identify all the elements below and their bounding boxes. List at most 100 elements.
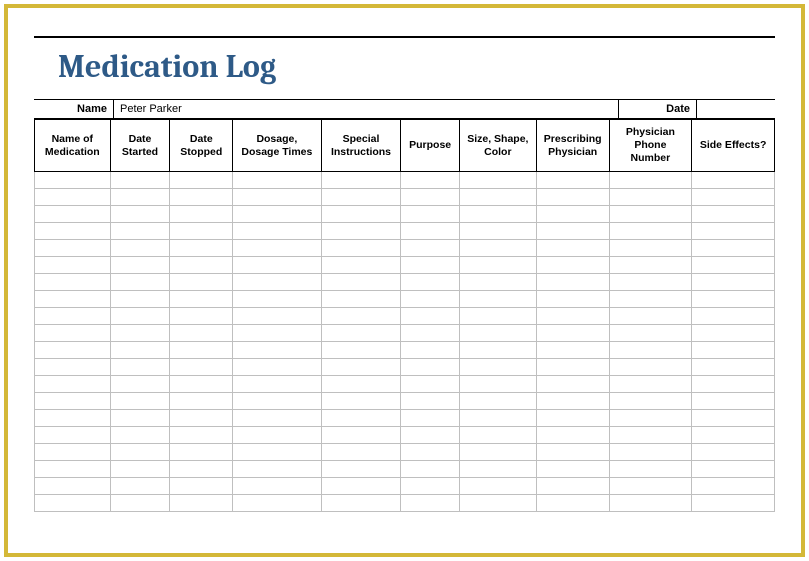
table-cell[interactable] [170,257,233,274]
table-cell[interactable] [536,427,609,444]
table-cell[interactable] [35,410,111,427]
table-cell[interactable] [692,206,775,223]
table-cell[interactable] [401,325,459,342]
table-cell[interactable] [692,444,775,461]
table-cell[interactable] [170,325,233,342]
table-cell[interactable] [401,257,459,274]
table-cell[interactable] [35,223,111,240]
table-cell[interactable] [110,342,170,359]
table-cell[interactable] [35,461,111,478]
table-cell[interactable] [170,359,233,376]
table-cell[interactable] [233,410,321,427]
table-cell[interactable] [170,427,233,444]
table-cell[interactable] [609,189,692,206]
table-cell[interactable] [170,495,233,512]
table-cell[interactable] [35,444,111,461]
table-cell[interactable] [692,359,775,376]
table-cell[interactable] [401,274,459,291]
table-cell[interactable] [321,495,401,512]
table-cell[interactable] [609,393,692,410]
table-cell[interactable] [536,461,609,478]
table-cell[interactable] [536,444,609,461]
table-cell[interactable] [170,206,233,223]
table-cell[interactable] [233,342,321,359]
table-cell[interactable] [401,495,459,512]
table-cell[interactable] [692,274,775,291]
table-cell[interactable] [401,189,459,206]
table-cell[interactable] [321,359,401,376]
table-cell[interactable] [35,427,111,444]
table-cell[interactable] [692,342,775,359]
table-cell[interactable] [692,257,775,274]
table-cell[interactable] [35,495,111,512]
date-value[interactable] [697,100,775,118]
table-cell[interactable] [321,172,401,189]
table-cell[interactable] [110,444,170,461]
table-cell[interactable] [401,444,459,461]
table-cell[interactable] [536,495,609,512]
table-cell[interactable] [35,325,111,342]
table-cell[interactable] [35,240,111,257]
table-cell[interactable] [692,461,775,478]
table-cell[interactable] [459,427,536,444]
table-cell[interactable] [692,189,775,206]
table-cell[interactable] [110,495,170,512]
table-cell[interactable] [170,274,233,291]
table-cell[interactable] [233,223,321,240]
table-cell[interactable] [459,410,536,427]
table-cell[interactable] [609,478,692,495]
table-cell[interactable] [401,461,459,478]
table-cell[interactable] [110,359,170,376]
table-cell[interactable] [536,410,609,427]
table-cell[interactable] [110,189,170,206]
table-cell[interactable] [692,495,775,512]
table-cell[interactable] [536,189,609,206]
table-cell[interactable] [401,427,459,444]
table-cell[interactable] [35,172,111,189]
table-cell[interactable] [35,376,111,393]
table-cell[interactable] [536,240,609,257]
table-cell[interactable] [170,308,233,325]
table-cell[interactable] [35,274,111,291]
table-cell[interactable] [459,444,536,461]
table-cell[interactable] [170,478,233,495]
table-cell[interactable] [609,291,692,308]
table-cell[interactable] [321,376,401,393]
table-cell[interactable] [459,478,536,495]
table-cell[interactable] [233,444,321,461]
table-cell[interactable] [609,325,692,342]
table-cell[interactable] [233,189,321,206]
table-cell[interactable] [233,172,321,189]
table-cell[interactable] [35,359,111,376]
table-cell[interactable] [536,308,609,325]
table-cell[interactable] [401,342,459,359]
table-cell[interactable] [536,342,609,359]
table-cell[interactable] [536,376,609,393]
table-cell[interactable] [609,495,692,512]
table-cell[interactable] [692,240,775,257]
table-cell[interactable] [609,308,692,325]
table-cell[interactable] [609,359,692,376]
table-cell[interactable] [692,308,775,325]
table-cell[interactable] [401,172,459,189]
table-cell[interactable] [35,478,111,495]
table-cell[interactable] [233,325,321,342]
table-cell[interactable] [321,206,401,223]
table-cell[interactable] [233,240,321,257]
table-cell[interactable] [110,376,170,393]
table-cell[interactable] [401,206,459,223]
table-cell[interactable] [170,461,233,478]
table-cell[interactable] [321,393,401,410]
table-cell[interactable] [233,359,321,376]
table-cell[interactable] [170,172,233,189]
table-cell[interactable] [170,376,233,393]
table-cell[interactable] [401,308,459,325]
table-cell[interactable] [536,223,609,240]
table-cell[interactable] [692,325,775,342]
table-cell[interactable] [233,427,321,444]
table-cell[interactable] [233,308,321,325]
table-cell[interactable] [233,461,321,478]
table-cell[interactable] [110,461,170,478]
table-cell[interactable] [536,172,609,189]
table-cell[interactable] [321,427,401,444]
